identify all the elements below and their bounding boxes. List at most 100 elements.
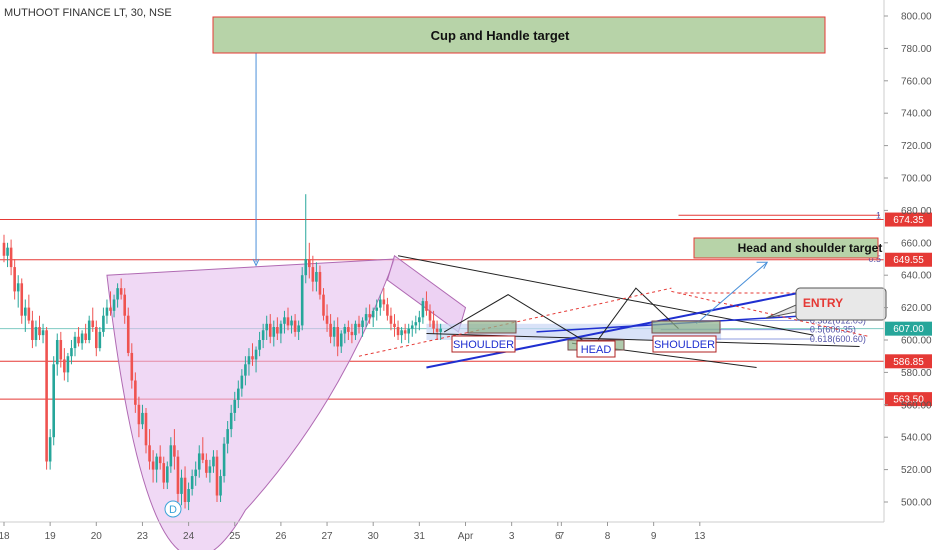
y-tick-label: 520.00 [901, 465, 932, 476]
right-shoulder-label: SHOULDER [654, 339, 715, 351]
candle-body [361, 320, 364, 328]
hs-target-box [693, 237, 879, 259]
candle-body [201, 453, 205, 460]
hs-target-arrow [695, 261, 768, 325]
candle-body [410, 325, 414, 329]
candle-body [27, 307, 31, 321]
candle-body [34, 327, 38, 340]
price-level-badge [885, 252, 932, 267]
candle-body [80, 333, 84, 344]
candle-body [45, 330, 48, 462]
fib-extra-label: 1 [876, 210, 881, 220]
price-level-label: 563.50 [893, 395, 924, 406]
entry-label: ENTRY [803, 296, 843, 310]
x-tick-label: Apr [458, 531, 474, 542]
y-tick-label: 680.00 [901, 206, 932, 217]
dashed-proj-2 [671, 290, 871, 338]
candle-body [379, 299, 382, 308]
candle-body [151, 461, 155, 470]
chart-title: MUTHOOT FINANCE LT, 30, NSE [4, 7, 172, 19]
x-tick-label: 31 [414, 531, 426, 542]
price-level-badge [885, 212, 932, 227]
candle-body [350, 331, 354, 336]
candle-body [194, 469, 197, 477]
candle-body [183, 477, 187, 502]
candle-body [41, 330, 45, 336]
candle-body [55, 340, 59, 365]
candle-body [20, 283, 24, 316]
price-level-label: 649.55 [893, 255, 924, 266]
candle-body [279, 323, 283, 334]
x-tick-label: 25 [229, 531, 241, 542]
candle-body [421, 301, 425, 318]
right-shoulder-zone [651, 320, 721, 334]
x-tick-label: 3 [509, 531, 515, 542]
current-price-label: 607.00 [893, 324, 924, 335]
y-tick-label: 720.00 [901, 141, 932, 152]
candle-body [304, 259, 308, 276]
y-tick-label: 760.00 [901, 76, 932, 87]
candle-body [400, 330, 403, 336]
x-tick-label: 19 [45, 531, 57, 542]
y-tick-label: 740.00 [901, 109, 932, 120]
head-label-box [576, 340, 616, 358]
cup-target-box [212, 16, 826, 54]
x-tick-label: 9 [651, 531, 657, 542]
candle-body [141, 412, 144, 425]
x-tick-label: 27 [321, 531, 333, 542]
candle-body [222, 443, 226, 477]
candle-body [386, 304, 389, 316]
y-tick-label: 780.00 [901, 44, 932, 55]
candle-body [126, 315, 130, 353]
candle-body [339, 333, 343, 347]
candle-body [435, 328, 439, 332]
cup-target-label: Cup and Handle target [431, 28, 570, 43]
candle-body [169, 445, 173, 467]
trend-upper [397, 255, 814, 336]
candle-body [98, 331, 102, 349]
candle-body [77, 336, 80, 344]
price-level-label: 586.85 [893, 357, 924, 368]
x-tick-label: 23 [137, 531, 149, 542]
candle-body [229, 412, 233, 430]
candle-body [325, 315, 329, 324]
y-tick-label: 540.00 [901, 433, 932, 444]
candle-body [166, 466, 169, 483]
candle-body [102, 315, 105, 332]
cup-shape [106, 258, 396, 550]
left-shoulder-label-box [451, 335, 516, 353]
candle-body [144, 412, 148, 446]
candle-body [24, 307, 27, 316]
candle-body [66, 356, 70, 373]
candle-body [432, 320, 435, 329]
candle-body [197, 453, 201, 470]
price-level-label: 674.35 [893, 215, 924, 226]
candle-body [134, 380, 137, 405]
left-shoulder-label: SHOULDER [453, 339, 514, 351]
hs-target-arrowhead [756, 261, 769, 269]
candle-body [176, 456, 180, 494]
head-label: HEAD [581, 344, 612, 356]
candle-body [208, 466, 212, 473]
candle-body [332, 327, 336, 337]
candle-body [414, 322, 418, 326]
candle-body [439, 328, 442, 332]
y-tick-label: 560.00 [901, 400, 932, 411]
candle-body [336, 327, 339, 347]
y-tick-label: 620.00 [901, 303, 932, 314]
candle-body [112, 299, 116, 311]
candle-body [347, 327, 350, 332]
candle-body [258, 340, 261, 350]
candle-body [219, 476, 222, 496]
entry-callout [795, 287, 887, 321]
candle-body [382, 299, 386, 305]
candle-body [212, 456, 215, 467]
candle-body [31, 320, 34, 340]
candle-body [155, 456, 158, 470]
candle-body [87, 320, 91, 340]
candle-body [364, 314, 368, 321]
candle-body [389, 315, 393, 324]
candle-body [73, 336, 77, 349]
fib-level-label: 0.618(600.60) [810, 334, 866, 344]
